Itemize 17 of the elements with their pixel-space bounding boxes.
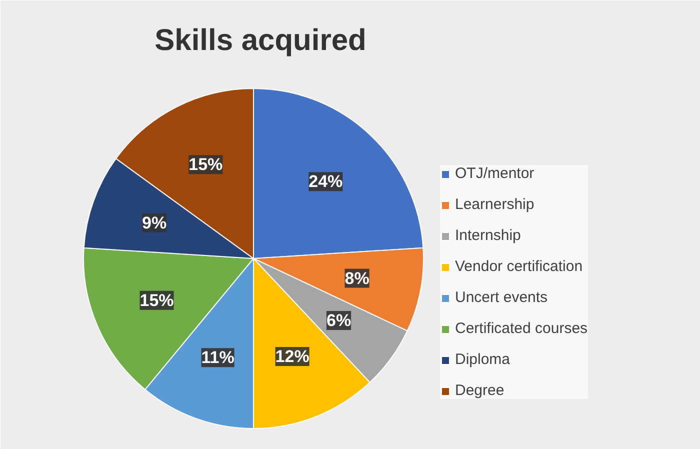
legend-label: Internship — [455, 227, 521, 244]
legend-label: OTJ/mentor — [455, 165, 534, 182]
data-label: 11% — [201, 348, 234, 368]
data-label: 9% — [142, 213, 167, 232]
legend-label: Degree — [455, 382, 504, 399]
data-label: 6% — [326, 310, 352, 330]
legend-label: Uncert events — [455, 289, 548, 306]
chart-title: Skills acquired — [154, 24, 366, 57]
legend-label: Vendor certification — [455, 258, 583, 275]
data-label: 12% — [275, 347, 310, 366]
data-label: 24% — [308, 172, 343, 192]
legend-label: Learnership — [455, 196, 534, 213]
data-label: 15% — [140, 290, 174, 310]
legend-label: Diploma — [455, 351, 510, 368]
data-label: 15% — [188, 155, 223, 174]
data-label: 8% — [344, 268, 370, 288]
legend-label: Certificated courses — [455, 320, 588, 337]
